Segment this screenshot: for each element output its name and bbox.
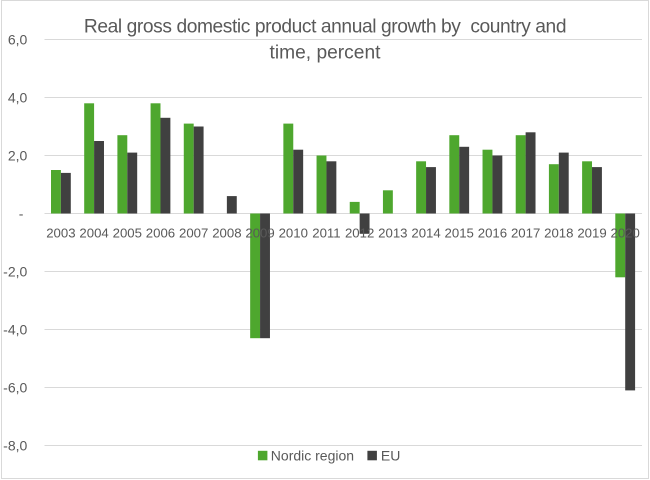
svg-text:-: -: [19, 205, 24, 221]
svg-text:2005: 2005: [113, 226, 142, 241]
svg-text:4,0: 4,0: [8, 89, 28, 105]
svg-text:2009: 2009: [245, 226, 274, 241]
svg-text:2006: 2006: [146, 226, 175, 241]
svg-text:2015: 2015: [445, 226, 474, 241]
svg-text:2007: 2007: [179, 226, 208, 241]
svg-text:2010: 2010: [279, 226, 308, 241]
svg-text:2,0: 2,0: [8, 147, 28, 163]
svg-text:2019: 2019: [577, 226, 606, 241]
svg-text:6,0: 6,0: [8, 31, 28, 47]
svg-text:2008: 2008: [212, 226, 241, 241]
svg-text:2016: 2016: [478, 226, 507, 241]
svg-text:-2,0: -2,0: [3, 263, 27, 279]
svg-text:2018: 2018: [544, 226, 573, 241]
svg-text:-6,0: -6,0: [3, 379, 27, 395]
svg-text:2020: 2020: [611, 226, 640, 241]
svg-text:2017: 2017: [511, 226, 540, 241]
svg-text:-4,0: -4,0: [3, 321, 27, 337]
svg-text:Real gross domestic product an: Real gross domestic product annual growt…: [84, 16, 566, 37]
svg-text:time, percent: time, percent: [270, 43, 382, 64]
svg-text:2004: 2004: [79, 226, 108, 241]
svg-text:2003: 2003: [46, 226, 75, 241]
svg-text:2012: 2012: [345, 226, 374, 241]
svg-text:2011: 2011: [312, 226, 340, 241]
svg-text:EU: EU: [381, 447, 400, 463]
svg-text:2013: 2013: [378, 226, 407, 241]
svg-text:-8,0: -8,0: [3, 437, 27, 453]
svg-text:Nordic region: Nordic region: [271, 447, 354, 463]
svg-text:2014: 2014: [411, 226, 440, 241]
